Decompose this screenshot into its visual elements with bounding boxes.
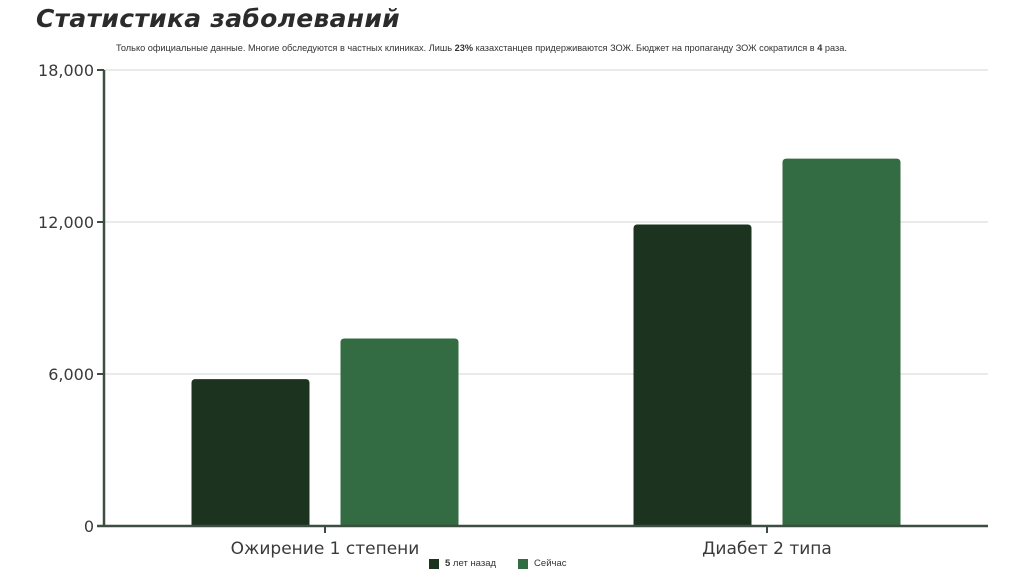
chart-title: Статистика заболеваний	[36, 4, 400, 33]
y-tick-label-6000: 6,000	[48, 365, 94, 384]
legend-swatch-prev	[429, 558, 439, 569]
legend-item-prev: 5 лет назад	[429, 558, 496, 569]
subtitle-times: 4	[817, 43, 823, 53]
bars	[191, 158, 901, 527]
subtitle-text-1: Только официальные данные. Многие обслед…	[116, 43, 455, 53]
x-category-label-0: Ожирение 1 степени	[231, 539, 420, 559]
y-tick-label-0: 0	[84, 517, 94, 536]
chart-subtitle: Только официальные данные. Многие обслед…	[116, 43, 847, 53]
bar-prev-1	[633, 224, 752, 527]
bar-now-0	[340, 338, 459, 526]
legend: 5 лет назад Сейчас	[429, 558, 588, 569]
bar-now-1	[782, 158, 901, 526]
legend-prev-text: лет назад	[450, 558, 497, 569]
legend-prev-number: 5	[445, 558, 451, 569]
legend-label-now: Сейчас	[534, 558, 567, 569]
bar-prev-0	[191, 379, 310, 526]
legend-item-now: Сейчас	[518, 558, 566, 569]
legend-swatch-now	[518, 558, 529, 569]
y-tick-label-18000: 18,000	[38, 61, 94, 80]
y-tick-labels: 0 6,000 12,000 18,000	[38, 61, 94, 536]
subtitle-text-2: казахстанцев придерживаются ЗОЖ. Бюджет …	[473, 43, 818, 53]
axes	[97, 69, 988, 533]
subtitle-percent: 23%	[454, 43, 474, 53]
y-tick-label-12000: 12,000	[38, 213, 94, 232]
legend-label-prev: 5 лет назад	[445, 558, 496, 569]
x-category-label-1: Диабет 2 типа	[702, 539, 832, 559]
subtitle-text-3: раза.	[822, 43, 847, 53]
x-category-labels: Ожирение 1 степени Диабет 2 типа	[231, 539, 832, 559]
